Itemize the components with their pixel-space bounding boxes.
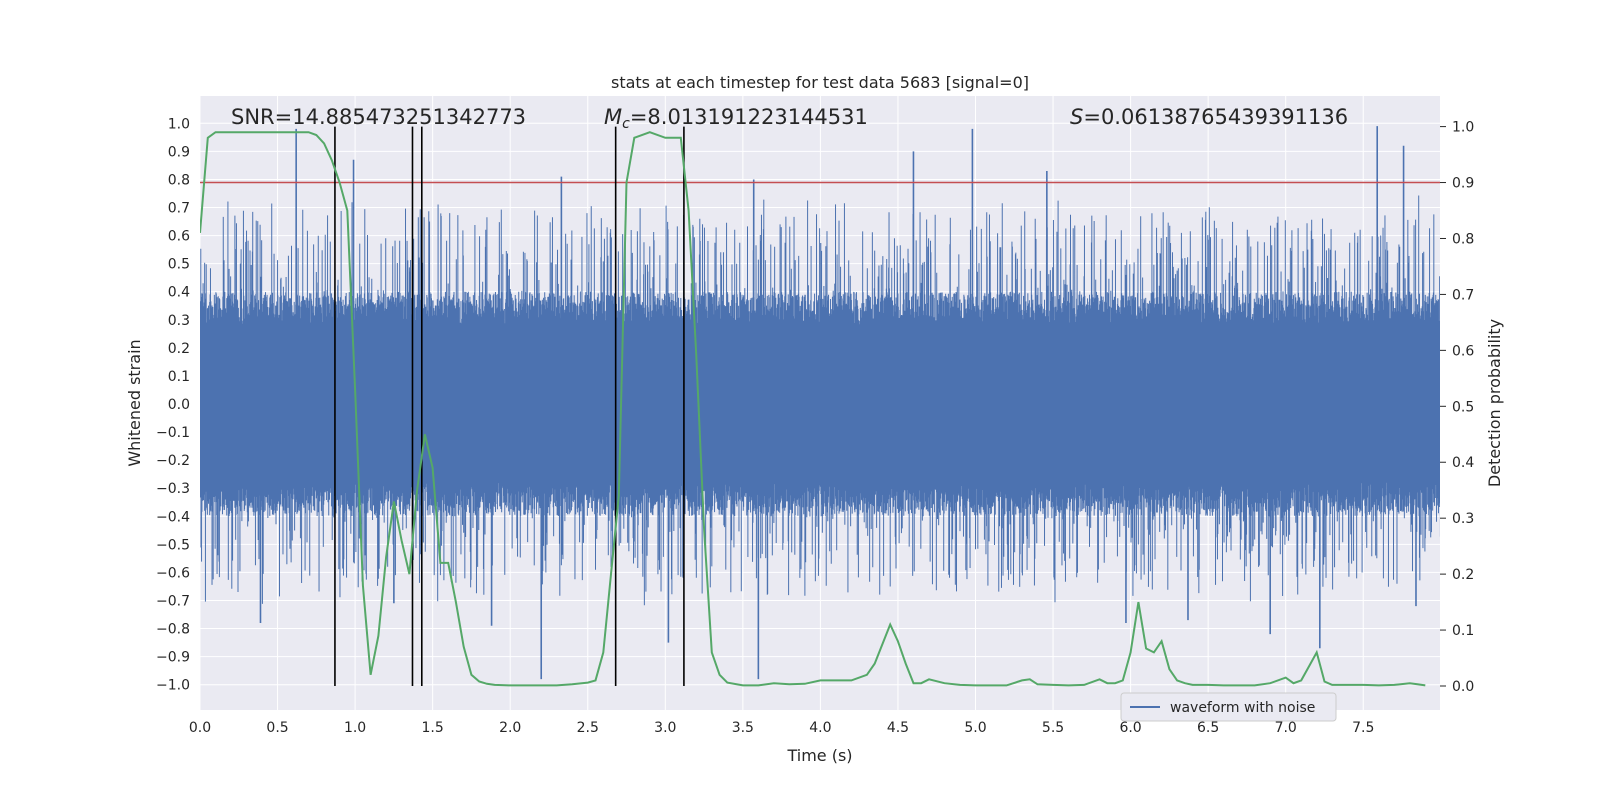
legend-box: [1120, 692, 1337, 722]
y2-tick-label: 0.6: [1452, 343, 1474, 359]
y-tick-label: 0.6: [168, 229, 190, 245]
y2-tick-label: 0.4: [1452, 455, 1474, 471]
probability-line: [200, 131, 1426, 687]
waveform-line: [200, 195, 1440, 606]
x-tick-label: 4.5: [887, 720, 909, 736]
y-tick-label: −0.4: [156, 509, 190, 525]
x-tick-label: 4.0: [809, 720, 831, 736]
x-tick-label: 5.5: [1042, 720, 1064, 736]
y-tick-label: 0.8: [168, 172, 190, 188]
y-tick-label: 0.1: [168, 369, 190, 385]
y2-tick-label: 0.0: [1452, 679, 1474, 695]
x-tick-label: 3.0: [654, 720, 676, 736]
y-tick-label: 0.4: [168, 285, 190, 301]
y-tick-label: −1.0: [156, 678, 190, 694]
x-tick-label: 7.5: [1352, 720, 1374, 736]
x-tick-label: 0.0: [189, 720, 211, 736]
s-annotation: S=0.06138765439391136: [1070, 105, 1348, 129]
legend-label: waveform with noise: [1170, 700, 1315, 716]
y2-tick-label: 1.0: [1452, 120, 1474, 136]
y2-tick-label: 0.3: [1452, 511, 1474, 527]
y-tick-label: 0.7: [168, 201, 190, 217]
y2-tick-label: 0.8: [1452, 231, 1474, 247]
x-tick-label: 0.5: [266, 720, 288, 736]
y-tick-label: −0.9: [156, 650, 190, 666]
y-tick-label: 0.5: [168, 257, 190, 273]
x-axis-label: Time (s): [786, 746, 852, 765]
y-tick-label: 0.2: [168, 341, 190, 357]
y-tick-label: −0.6: [156, 565, 190, 581]
y-tick-label: −0.1: [156, 425, 190, 441]
x-tick-label: 1.0: [344, 720, 366, 736]
probability-series: [200, 131, 1426, 687]
y-tick-label: 0.9: [168, 144, 190, 160]
chart-title: stats at each timestep for test data 568…: [611, 73, 1029, 92]
y-ticks: 1.0 0.9 0.8 0.7 0.6 0.5 0.4 0.3 0.2 0.1 0.0 −0.1 −0.…: [156, 116, 190, 693]
legend: waveform with noise: [1120, 692, 1337, 722]
snr-annotation: SNR=14.885473251342773: [231, 105, 526, 129]
y-tick-label: 1.0: [168, 116, 190, 132]
x-tick-label: 2.0: [499, 720, 521, 736]
y-tick-label: 0.3: [168, 313, 190, 329]
y-axis-label: Whitened strain: [125, 339, 144, 466]
y-tick-label: −0.7: [156, 593, 190, 609]
y2-tick-label: 0.2: [1452, 567, 1474, 583]
x-tick-label: 2.5: [577, 720, 599, 736]
x-tick-label: 3.5: [732, 720, 754, 736]
vertical-markers: [334, 126, 685, 686]
y2-tick-label: 0.1: [1452, 623, 1474, 639]
y-tick-label: −0.5: [156, 537, 190, 553]
y2-ticks: 1.0 0.9 0.8 0.7 0.6 0.5 0.4 0.3 0.2 0.1 0.0: [1440, 120, 1474, 695]
chirp-mass-annotation: Mc=8.013191223144531: [604, 105, 868, 132]
y2-axis-label: Detection probability: [1485, 319, 1504, 487]
x-ticks: 0.0 0.5 1.0 1.5 2.0 2.5 3.0 3.5 4.0 4.5 5.0 5.5 6.0 6…: [189, 720, 1375, 736]
y2-tick-label: 0.5: [1452, 399, 1474, 415]
y-tick-label: −0.2: [156, 453, 190, 469]
y-tick-label: 0.0: [168, 397, 190, 413]
y-tick-label: −0.8: [156, 622, 190, 638]
y-tick-label: −0.3: [156, 481, 190, 497]
y2-tick-label: 0.9: [1452, 176, 1474, 192]
x-tick-label: 6.5: [1197, 720, 1219, 736]
x-tick-label: 5.0: [964, 720, 986, 736]
x-tick-label: 6.0: [1119, 720, 1141, 736]
x-tick-label: 1.5: [422, 720, 444, 736]
y2-tick-label: 0.7: [1452, 287, 1474, 303]
x-tick-label: 7.0: [1275, 720, 1297, 736]
